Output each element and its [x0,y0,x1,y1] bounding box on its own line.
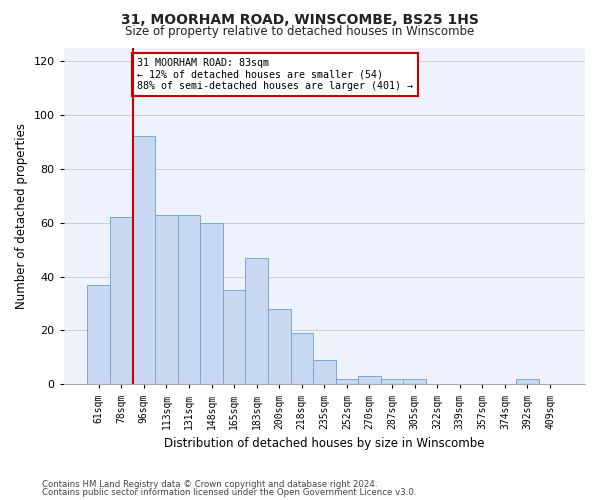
Bar [178,214,200,384]
Bar [223,290,245,384]
Bar [290,333,313,384]
Bar [155,214,178,384]
Bar [200,222,223,384]
Bar [358,376,381,384]
Bar [516,379,539,384]
Bar [110,218,133,384]
Text: Contains public sector information licensed under the Open Government Licence v3: Contains public sector information licen… [42,488,416,497]
Bar [403,379,426,384]
Text: Contains HM Land Registry data © Crown copyright and database right 2024.: Contains HM Land Registry data © Crown c… [42,480,377,489]
Bar [381,379,403,384]
Bar [313,360,335,384]
Text: 31, MOORHAM ROAD, WINSCOMBE, BS25 1HS: 31, MOORHAM ROAD, WINSCOMBE, BS25 1HS [121,12,479,26]
Bar [335,379,358,384]
Bar [133,136,155,384]
Text: Size of property relative to detached houses in Winscombe: Size of property relative to detached ho… [125,25,475,38]
Text: 31 MOORHAM ROAD: 83sqm
← 12% of detached houses are smaller (54)
88% of semi-det: 31 MOORHAM ROAD: 83sqm ← 12% of detached… [137,58,413,92]
Bar [268,309,290,384]
X-axis label: Distribution of detached houses by size in Winscombe: Distribution of detached houses by size … [164,437,485,450]
Y-axis label: Number of detached properties: Number of detached properties [15,123,28,309]
Bar [88,284,110,384]
Bar [245,258,268,384]
